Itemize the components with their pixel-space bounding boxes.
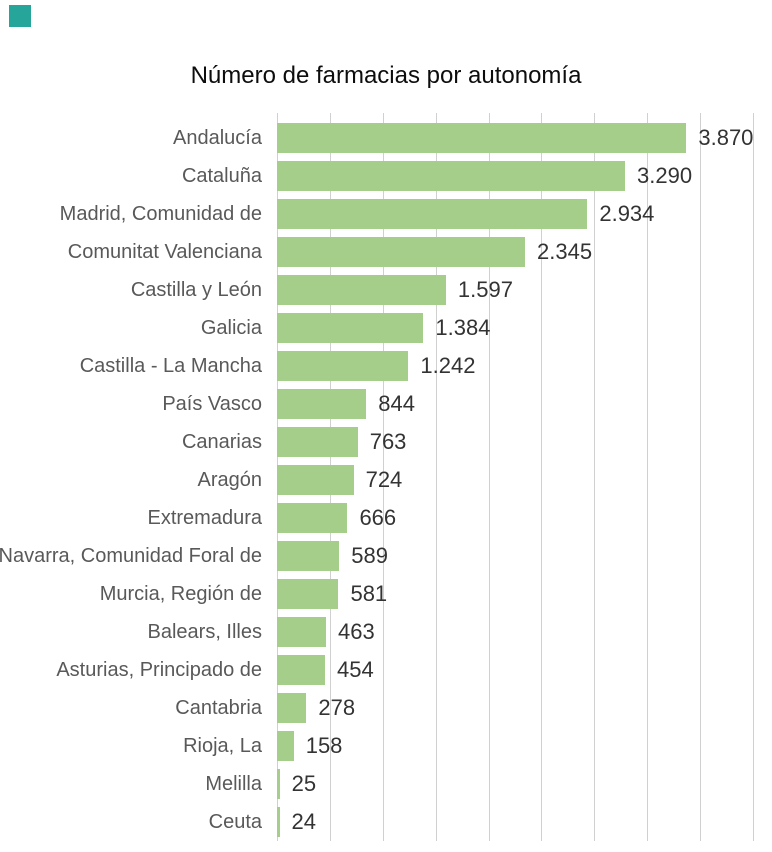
category-label: Canarias [181,431,262,453]
category-label: Castilla y León [130,279,262,301]
category-label: Aragón [197,469,263,491]
bar-row: Galicia 1.384 [201,309,753,347]
brand-logo-square [9,5,31,27]
bar-row: Melilla 25 [205,765,753,803]
bar-row: País Vasco 844 [162,385,753,423]
bar-row: Asturias, Principado de 454 [56,651,753,689]
bar-row: Balears, Illes 463 [148,613,753,651]
bar-row: Navarra, Comunidad Foral de 589 [0,537,753,575]
gridline [700,113,702,841]
category-label: Comunitat Valenciana [67,241,262,263]
bar [277,161,625,191]
value-label: 724 [365,467,403,492]
bar [277,123,687,153]
gridline [541,113,543,841]
gridline [382,113,384,841]
category-label: Balears, Illes [147,621,263,643]
bar [277,693,307,723]
gridline [594,113,596,841]
bar [277,275,446,305]
chart-title: Número de farmacias por autonomía [190,62,582,89]
category-label: Madrid, Comunidad de [59,203,262,225]
bar [277,465,354,495]
bar [277,389,367,419]
bar-row: Aragón 724 [198,461,753,499]
value-label: 463 [337,619,375,644]
value-label: 3.290 [637,163,693,188]
value-label: 158 [305,733,343,758]
plot-area: Andalucía 3.870 Cataluña 3.290 Madrid, C… [0,113,754,841]
value-label: 24 [291,809,317,834]
bar [277,579,339,609]
bar [277,655,326,685]
value-label: 2.345 [537,239,593,264]
category-label: Asturias, Principado de [56,659,262,681]
bar [277,351,409,381]
gridline [753,113,754,841]
value-label: 1.384 [435,315,491,340]
value-label: 844 [378,391,415,416]
category-label: Cantabria [175,697,262,719]
bar [277,237,526,267]
bar [277,427,358,457]
bar [277,617,326,647]
bar [277,807,280,837]
bar [277,541,340,571]
bar-row: Madrid, Comunidad de 2.934 [60,195,753,233]
bar-row: Andalucía 3.870 [173,119,754,157]
bar [277,199,588,229]
bar-row: Castilla - La Mancha 1.242 [80,347,753,385]
category-label: Ceuta [208,811,262,833]
category-label: Andalucía [173,127,262,149]
bar-row: Comunitat Valenciana 2.345 [68,233,753,271]
value-label: 1.242 [420,353,476,378]
bar-row: Murcia, Región de 581 [100,575,753,613]
value-label: 3.870 [698,125,754,150]
value-label: 278 [318,695,356,720]
bar-row: Ceuta 24 [209,803,753,841]
category-label: Murcia, Región de [99,583,262,605]
category-label: Melilla [205,773,262,795]
bar [277,731,294,761]
value-label: 589 [351,543,389,568]
gridline [435,113,437,841]
value-label: 1.597 [457,277,513,302]
bar-row: Cantabria 278 [175,689,753,727]
gridline [647,113,649,841]
value-label: 763 [369,429,407,454]
bar-row: Cataluña 3.290 [182,157,753,195]
value-label: 454 [337,657,374,682]
bar [277,313,424,343]
bar-row: Rioja, La 158 [183,727,753,765]
bar-row: Extremadura 666 [148,499,753,537]
value-label: 666 [359,505,397,530]
bar-row: Castilla y León 1.597 [131,271,753,309]
category-label: Extremadura [147,507,263,529]
bar [277,503,348,533]
value-label: 25 [291,771,317,796]
gridline [488,113,490,841]
category-label: Rioja, La [183,735,262,757]
bar [277,769,280,799]
bar-rows: Andalucía 3.870 Cataluña 3.290 Madrid, C… [0,119,754,841]
value-label: 581 [350,581,388,606]
bar-row: Canarias 763 [182,423,753,461]
category-label: Cataluña [181,165,262,187]
category-label: Castilla - La Mancha [79,355,262,377]
category-label: Navarra, Comunidad Foral de [0,545,262,567]
value-label: 2.934 [599,201,655,226]
category-label: País Vasco [162,393,262,415]
category-label: Galicia [200,317,262,339]
